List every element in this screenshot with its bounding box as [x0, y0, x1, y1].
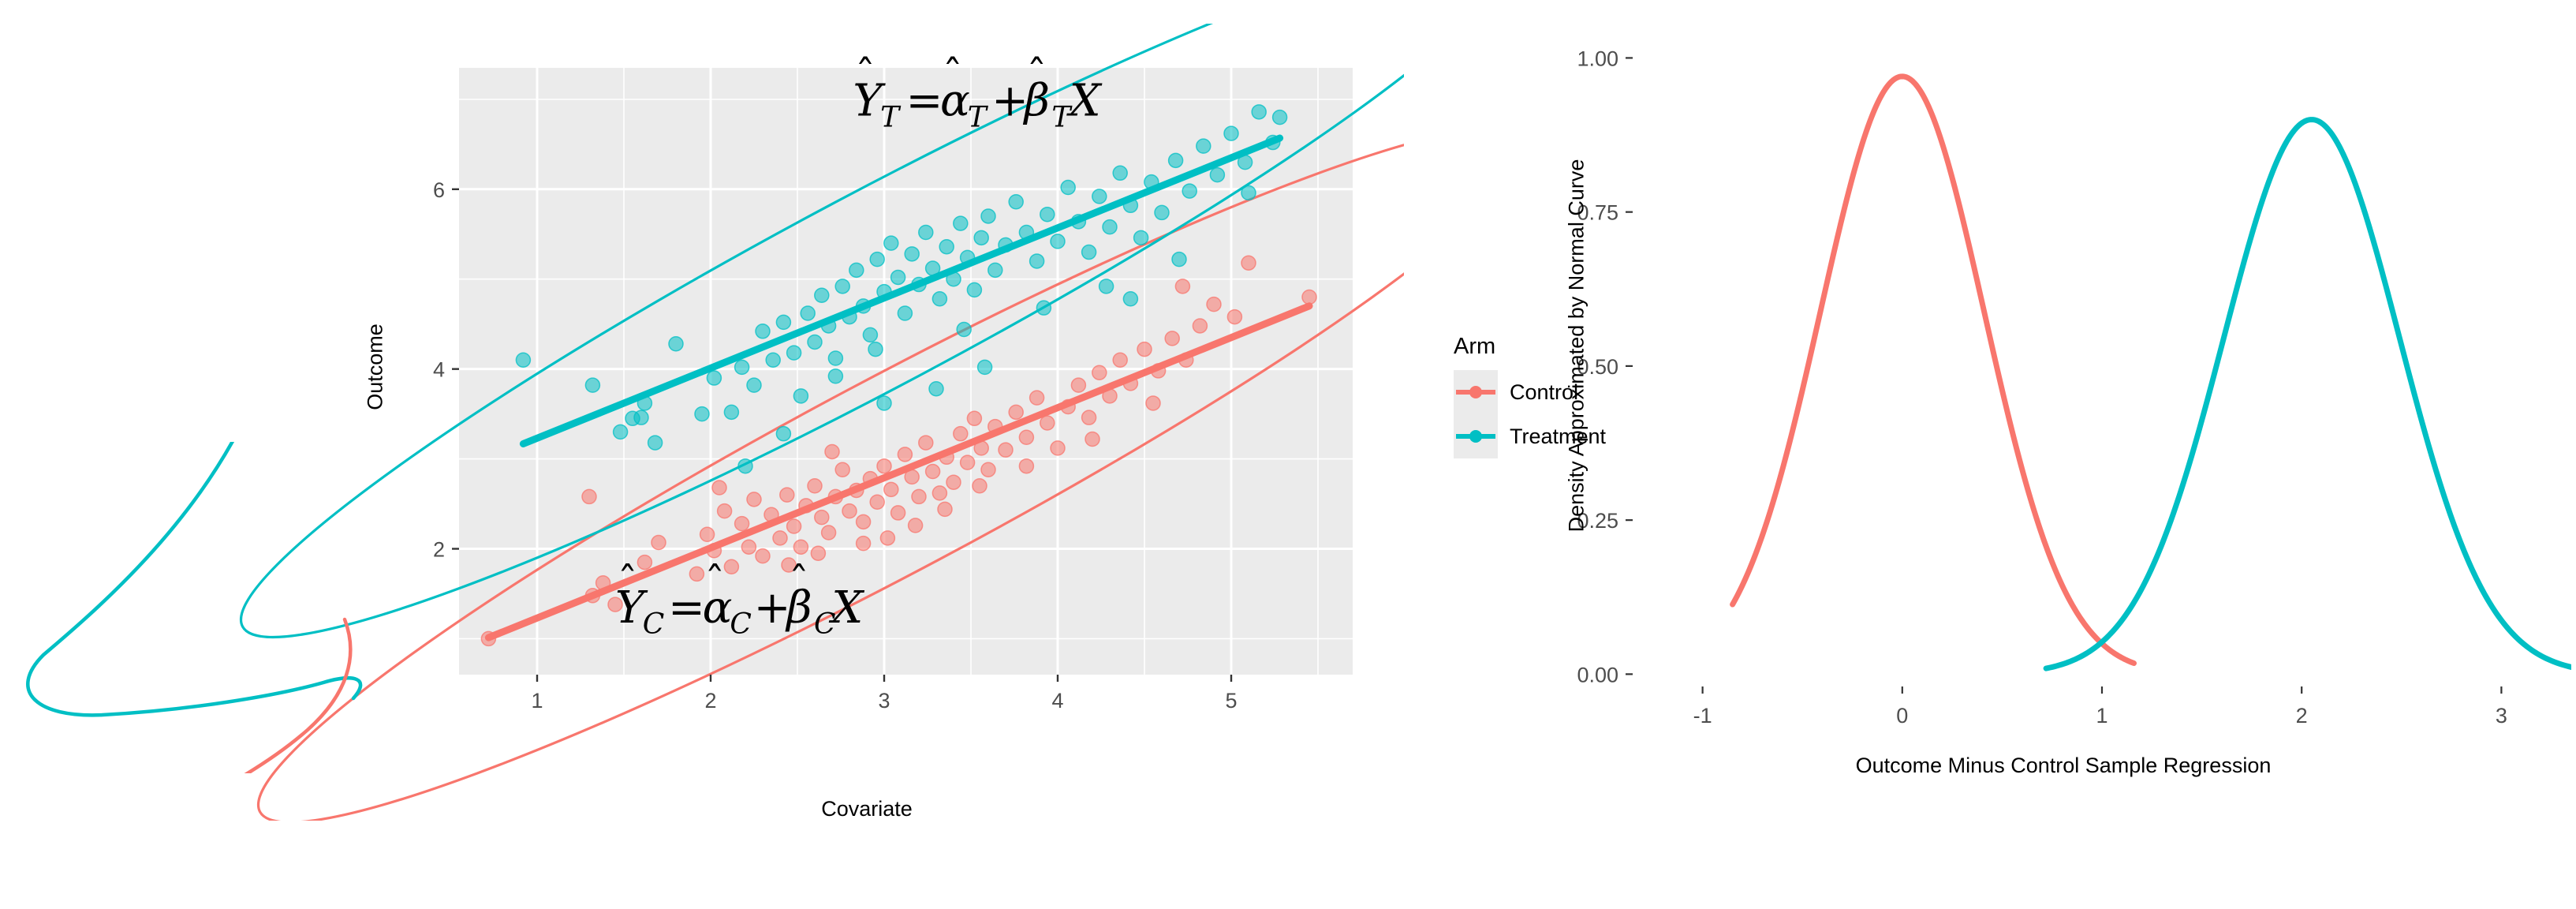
left-axes: 1 2 3 4 5 2 4 6	[433, 178, 1238, 713]
right-x-axis-title: Outcome Minus Control Sample Regression	[1855, 754, 2272, 777]
svg-text:T: T	[880, 101, 902, 133]
svg-text:X: X	[1066, 75, 1103, 126]
legend-item-control[interactable]: Control	[1454, 370, 1606, 414]
density-chart: -1 0 1 2 3 0.00 0.25 0.50 0.75 1.00	[1577, 47, 2571, 728]
right-x-tick-label: 2	[2296, 704, 2308, 728]
right-y-tick-label: 1.00	[1577, 47, 1618, 70]
right-x-tick-label: -1	[1693, 704, 1712, 728]
svg-text:ˆ: ˆ	[943, 52, 963, 99]
svg-text:C: C	[730, 608, 752, 641]
left-y-tick-label: 6	[433, 178, 445, 202]
legend-key-swatch	[1454, 370, 1498, 414]
regression-line-treatment	[519, 134, 1284, 447]
density-curve-treatment	[2043, 117, 2571, 671]
legend-arm: Arm Control Treatment	[1454, 334, 1606, 458]
left-x-tick-label: 4	[1051, 689, 1063, 713]
confidence-ellipse-control	[256, 126, 1404, 821]
svg-text:T: T	[968, 101, 989, 133]
legend-item-treatment[interactable]: Treatment	[1454, 414, 1606, 458]
left-panel-background	[459, 68, 1353, 675]
density-curve-control	[1730, 73, 2137, 667]
legend-item-label: Control	[1510, 380, 1579, 404]
regression-line-control	[484, 302, 1313, 642]
legend-title: Arm	[1454, 334, 1496, 359]
svg-text:ˆ: ˆ	[704, 559, 725, 606]
left-x-tick-label: 3	[878, 689, 890, 713]
teal-ellipse-fragment	[26, 442, 363, 717]
svg-text:+: +	[754, 582, 791, 634]
legend-key-swatch	[1454, 414, 1498, 458]
left-y-tick-label: 4	[433, 358, 445, 382]
ellipse-fragment-decoration	[26, 442, 363, 773]
svg-text:α: α	[940, 75, 970, 126]
legend-item-label: Treatment	[1510, 424, 1607, 448]
right-x-tick-label: 0	[1896, 704, 1908, 728]
svg-text:ˆ: ˆ	[855, 52, 875, 99]
right-y-tick-label: 0.00	[1577, 663, 1618, 686]
svg-text:T: T	[1051, 101, 1073, 133]
svg-text:β: β	[1023, 75, 1050, 126]
svg-text:α: α	[703, 582, 733, 634]
svg-text:X: X	[828, 582, 864, 634]
legend-key-point	[1469, 430, 1482, 443]
left-x-tick-label: 1	[531, 689, 543, 713]
right-axes: -1 0 1 2 3 0.00 0.25 0.50 0.75 1.00	[1577, 47, 2507, 728]
svg-text:ˆ: ˆ	[618, 559, 638, 606]
right-y-tick-label: 0.25	[1577, 509, 1618, 533]
svg-text:ˆ: ˆ	[1026, 52, 1047, 99]
red-ellipse-fragment	[244, 617, 353, 773]
svg-text:Y: Y	[853, 75, 886, 126]
confidence-ellipse-treatment	[239, 24, 1404, 639]
svg-text:ˆ: ˆ	[789, 559, 809, 606]
svg-text:C: C	[643, 608, 665, 641]
right-y-tick-label: 0.50	[1577, 355, 1618, 379]
left-y-axis-title: Outcome	[363, 324, 387, 410]
left-x-axis-title: Covariate	[821, 797, 913, 821]
right-x-tick-label: 1	[2096, 704, 2107, 728]
left-x-tick-label: 2	[704, 689, 716, 713]
legend-key-point	[1469, 386, 1482, 398]
left-x-tick-label: 5	[1225, 689, 1237, 713]
right-x-tick-label: 3	[2496, 704, 2507, 728]
svg-text:Y: Y	[615, 582, 648, 634]
svg-text:β: β	[785, 582, 812, 634]
right-y-tick-label: 0.75	[1577, 201, 1618, 225]
svg-text:=: =	[668, 582, 705, 634]
svg-text:C: C	[814, 608, 836, 641]
left-y-tick-label: 2	[433, 538, 445, 562]
right-y-axis-title: Density Approximated by Normal Curve	[1564, 159, 1589, 533]
svg-text:=: =	[905, 75, 943, 126]
svg-text:+: +	[991, 75, 1029, 126]
